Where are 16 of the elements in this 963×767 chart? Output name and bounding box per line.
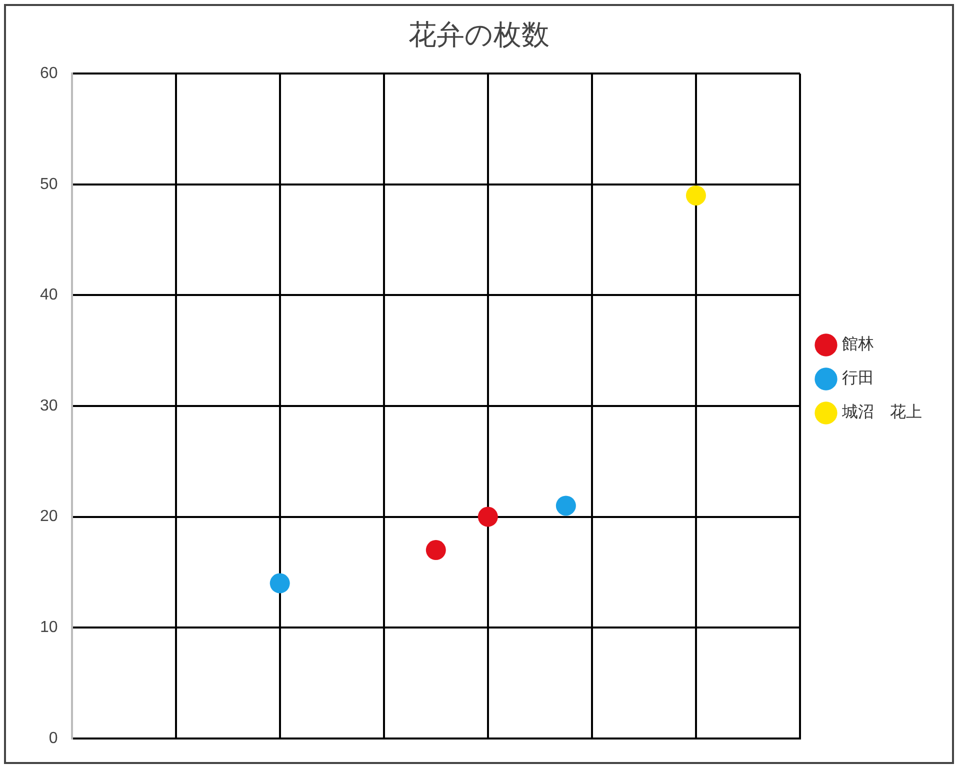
point xyxy=(556,496,576,516)
legend-label: 館林 xyxy=(842,334,874,354)
chart-title: 花弁の枚数 xyxy=(408,18,550,52)
point xyxy=(270,573,290,594)
y-tick-label: 20 xyxy=(40,508,58,526)
y-tick-label: 60 xyxy=(40,65,58,82)
y-tick-label: 10 xyxy=(40,619,58,636)
y-tick-label: 30 xyxy=(40,397,58,414)
point xyxy=(426,540,446,560)
y-tick-label: 50 xyxy=(40,176,58,193)
point xyxy=(478,506,498,527)
point xyxy=(686,185,706,206)
y-tick-label: 0 xyxy=(48,730,58,747)
y-tick-label: 40 xyxy=(40,286,58,304)
legend-label: 城沼 花上 xyxy=(841,402,922,422)
legend-label: 行田 xyxy=(842,368,874,388)
